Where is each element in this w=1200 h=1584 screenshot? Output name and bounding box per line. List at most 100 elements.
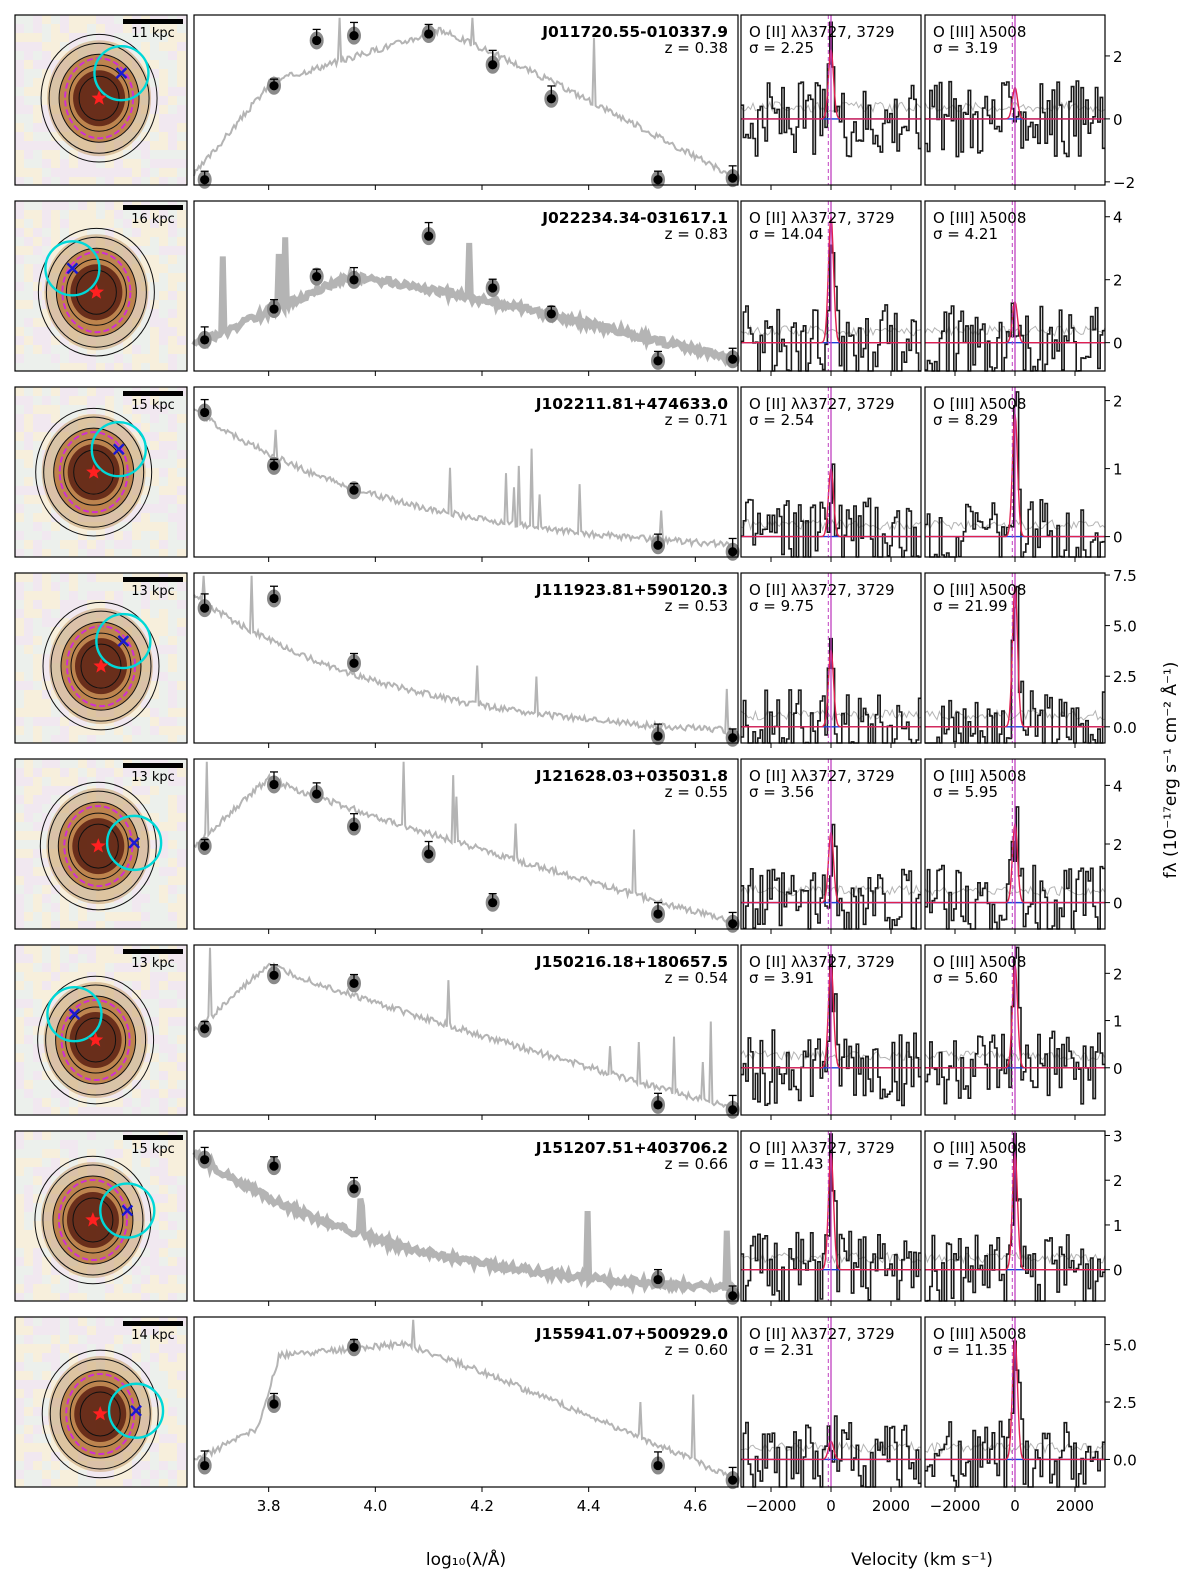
galaxy-row: 16 kpc J022234.34-031617.1z = 0.83O [II] … [14, 200, 1123, 376]
flux-y-axis-label: fλ (10⁻¹⁷erg s⁻¹ cm⁻² Å⁻¹) [1159, 662, 1181, 879]
oii-sigma-label: σ = 3.56 [749, 783, 814, 801]
companion-aperture-circle [107, 1382, 165, 1439]
flux-y-tick-label: 2 [1113, 965, 1123, 983]
flux-contour [42, 601, 160, 731]
sed-observed-photometry-point [488, 898, 498, 908]
galaxy-name-label: J151207.51+403706.2 [535, 1139, 728, 1157]
sed-x-axis-label: log₁₀(λ/Å) [426, 1548, 506, 1570]
oii-sigma-label: σ = 2.25 [749, 39, 814, 57]
galaxy-name-label: J102211.81+474633.0 [535, 395, 729, 413]
sed-panel: J102211.81+474633.0z = 0.71 [193, 386, 740, 562]
sed-observed-photometry-point [312, 789, 322, 799]
sed-observed-photometry-point [200, 407, 210, 418]
oii-line-label: O [II] λλ3727, 3729 [749, 395, 895, 413]
sed-observed-photometry-point [424, 29, 434, 39]
cutout-frame [14, 200, 188, 372]
flux-contour [65, 258, 127, 326]
cutout-frame [14, 944, 188, 1116]
oii-sigma-label: σ = 11.43 [749, 1155, 824, 1173]
scale-bar-label: 13 kpc [131, 956, 175, 971]
oiii-observed-spectrum [925, 1132, 1105, 1302]
galaxy-rows: 11 kpc J011720.55-010337.9z = 0.38O [II] … [14, 14, 1137, 1492]
oii-line-label: O [II] λλ3727, 3729 [749, 953, 895, 971]
sed-panel: J155941.07+500929.0z = 0.60 [193, 1316, 740, 1492]
cutout-frame [14, 758, 188, 930]
scale-bar-label: 11 kpc [131, 26, 175, 41]
companion-cross-marker [128, 836, 141, 849]
oii-sigma-label: σ = 3.91 [749, 969, 814, 987]
oii-observed-spectrum [741, 1133, 921, 1302]
scale-bar [123, 19, 183, 24]
velocity-x-axis-label: Velocity (km s⁻¹) [851, 1550, 993, 1570]
flux-y-tick-label: 0 [1113, 1060, 1123, 1078]
sed-observed-photometry-point [349, 978, 359, 989]
sed-observed-photometry-point [728, 733, 738, 743]
galaxy-center-star [88, 284, 104, 299]
cutout-frame [14, 1130, 188, 1302]
oii-line-label: O [II] λλ3727, 3729 [749, 581, 895, 599]
sed-observed-photometry-point [269, 593, 279, 604]
flux-contour [80, 643, 122, 689]
sed-model-spectrum [193, 408, 737, 549]
oii-sigma-label: σ = 2.31 [749, 1341, 814, 1359]
scale-bar [123, 763, 183, 768]
sed-observed-photometry-point [728, 354, 738, 364]
scale-bar [123, 1135, 183, 1140]
sed-panel: J150216.18+180657.5z = 0.54 [193, 944, 740, 1120]
galaxy-row: 13 kpc J121628.03+035031.8z = 0.55O [II] … [14, 758, 1123, 934]
sed-panel-background [194, 15, 738, 185]
oiii-sigma-label: σ = 11.35 [933, 1341, 1008, 1359]
sed-panel-frame [193, 14, 739, 186]
flux-contour [49, 1358, 151, 1470]
scale-bar-label: 13 kpc [131, 584, 175, 599]
galaxy-name-label: J111923.81+590120.3 [535, 581, 728, 599]
sed-observed-photometry-point [728, 1291, 738, 1301]
sed-observed-photometry-point [488, 60, 498, 70]
sed-model-spectrum [193, 947, 738, 1113]
flux-y-tick-label: 0 [1113, 529, 1123, 547]
galaxy-center-star [85, 1212, 101, 1227]
galaxy-center-star [91, 90, 107, 105]
galaxy-name-label: J011720.55-010337.9 [541, 23, 728, 41]
galaxy-cutout-image: 16 kpc [14, 200, 188, 372]
sed-panel-background [194, 1131, 738, 1301]
oiii-line-label: O [III] λ5008 [933, 581, 1026, 599]
oiii-line-label: O [III] λ5008 [933, 767, 1026, 785]
galaxy-name-label: J121628.03+035031.8 [535, 767, 728, 785]
velocity-x-tick-label: −2000 [930, 1497, 981, 1515]
sed-observed-photometry-point [269, 1161, 279, 1171]
sed-observed-photometry-point [312, 272, 322, 282]
flux-y-tick-label: 2 [1113, 1172, 1123, 1190]
oii-line-label: O [II] λλ3727, 3729 [749, 767, 895, 785]
galaxy-name-label: J150216.18+180657.5 [535, 953, 728, 971]
companion-cross-marker [115, 67, 128, 80]
flux-contour [79, 1391, 121, 1437]
oiii-sigma-label: σ = 5.60 [933, 969, 998, 987]
redshift-label: z = 0.53 [665, 597, 728, 615]
flux-contour [37, 975, 155, 1105]
redshift-label: z = 0.60 [665, 1341, 728, 1359]
oiii-line-label: O [III] λ5008 [933, 395, 1026, 413]
sed-panel: J111923.81+590120.3z = 0.53 [193, 572, 740, 748]
bottom-x-axes: 3.8 4.0 4.2 4.4 4.6 −2000 0 2000 −2000 0 2000 [257, 1497, 1094, 1515]
galaxy-center-star [92, 1406, 108, 1421]
flux-y-tick-label: 0 [1113, 335, 1123, 353]
sed-panel: J121628.03+035031.8z = 0.55 [193, 758, 740, 934]
galaxy-row: 13 kpc J111923.81+590120.3z = 0.53O [II] … [14, 567, 1137, 748]
sed-panel-background [194, 1317, 738, 1487]
sed-observed-photometry-point [653, 175, 663, 185]
sed-x-tick-label: 4.2 [470, 1497, 494, 1515]
flux-y-tick-label: 2 [1113, 393, 1123, 411]
flux-contour [77, 823, 119, 869]
scale-bar [123, 391, 183, 396]
sed-model-spectrum [193, 761, 738, 927]
companion-aperture-circle [95, 612, 152, 670]
sed-model-spectrum [193, 17, 738, 184]
galaxy-center-star [86, 464, 102, 479]
